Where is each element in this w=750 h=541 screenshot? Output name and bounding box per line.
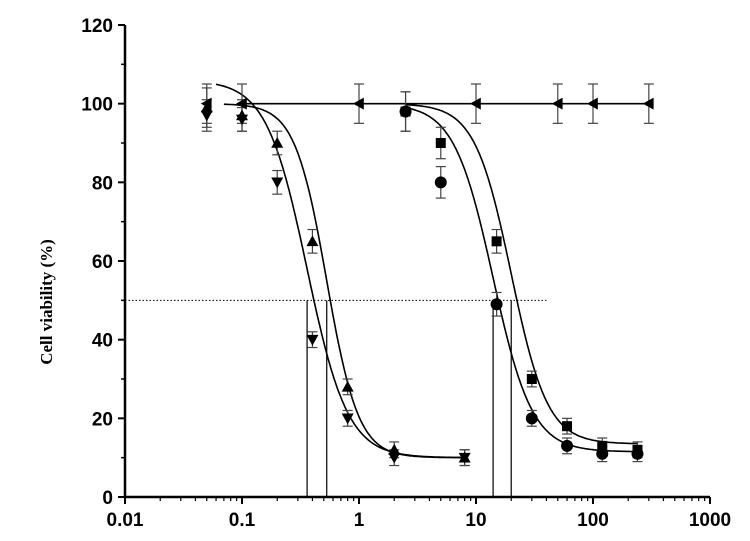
- data-point-triangle-left: [353, 97, 364, 110]
- x-tick-label: 0.01: [107, 510, 144, 531]
- data-point-triangle-up: [306, 235, 319, 247]
- reference-lines: [125, 299, 547, 497]
- data-point-triangle-down: [388, 452, 401, 464]
- data-point-triangle-left: [642, 97, 654, 110]
- x-tick-label: 0.1: [229, 510, 256, 531]
- x-tick-label: 1: [354, 510, 365, 531]
- x-tick-label: 1000: [689, 510, 731, 531]
- data-point-triangle-down: [306, 334, 319, 346]
- data-point-triangle-down: [200, 110, 213, 122]
- ticks: 0 20 40 60 80 100 120 0.01 0.1 1 10 100 1000: [81, 16, 731, 531]
- y-tick-label: 120: [81, 16, 113, 37]
- data-point-square: [597, 440, 608, 451]
- data-point-triangle-up: [341, 380, 354, 392]
- data-point-circle: [490, 298, 503, 311]
- data-point-triangle-down: [271, 177, 284, 189]
- fit-curves: [215, 83, 649, 459]
- data-point-square: [562, 421, 573, 432]
- data-point-square: [491, 236, 502, 247]
- data-point-circle: [631, 447, 644, 460]
- data-points: [200, 97, 654, 464]
- data-point-triangle-left: [470, 97, 481, 110]
- data-point-triangle-up: [271, 137, 284, 148]
- data-point-circle: [434, 176, 447, 189]
- data-point-triangle-down: [341, 413, 354, 425]
- y-tick-label: 0: [102, 488, 113, 509]
- y-axis-title: Cell viability (%): [37, 239, 56, 365]
- data-point-triangle-down: [236, 114, 248, 126]
- data-point-circle: [596, 447, 609, 460]
- fit-curve: [215, 83, 465, 459]
- data-point-square: [435, 138, 446, 148]
- error-bars: [201, 83, 654, 467]
- y-tick-label: 100: [81, 95, 113, 116]
- data-point-triangle-left: [587, 97, 598, 110]
- y-tick-label: 60: [92, 252, 113, 273]
- x-tick-label: 10: [465, 510, 486, 531]
- data-point-triangle-up: [200, 101, 213, 113]
- x-tick-label: 100: [577, 510, 609, 531]
- data-point-triangle-left: [236, 97, 247, 110]
- data-point-triangle-down: [458, 452, 471, 464]
- data-point-circle: [399, 105, 412, 118]
- data-point-triangle-left: [551, 97, 563, 110]
- data-point-triangle-up: [388, 443, 401, 455]
- y-tick-label: 20: [92, 409, 113, 430]
- y-tick-label: 80: [92, 173, 113, 194]
- data-point-circle: [561, 439, 574, 452]
- axes: [123, 25, 710, 499]
- data-point-square: [526, 374, 537, 384]
- y-tick-label: 40: [92, 331, 113, 352]
- data-point-circle: [525, 412, 538, 425]
